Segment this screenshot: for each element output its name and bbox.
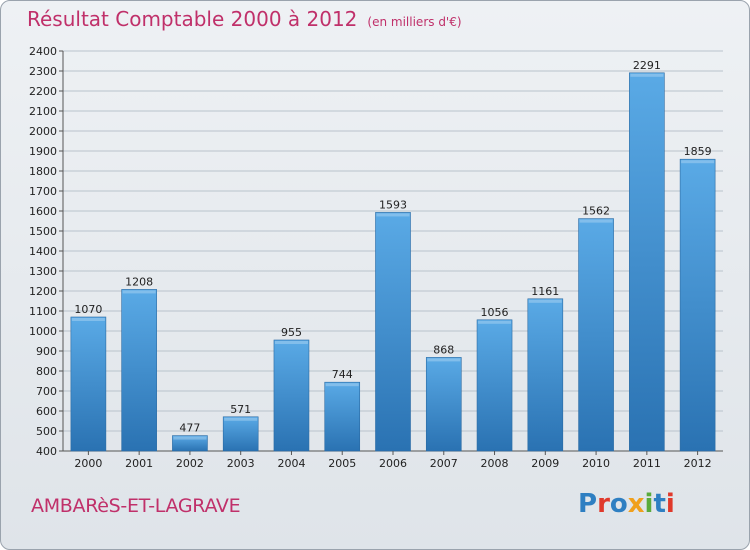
bar-2001 bbox=[121, 289, 157, 452]
x-tick-label-2007: 2007 bbox=[430, 457, 458, 470]
bar-highlight bbox=[478, 320, 512, 324]
x-tick-label-2012: 2012 bbox=[684, 457, 712, 470]
data-label-2000: 1070 bbox=[74, 303, 102, 316]
data-label-2004: 955 bbox=[281, 326, 302, 339]
y-tick-label: 2000 bbox=[29, 125, 57, 138]
bar-2005 bbox=[324, 381, 361, 452]
bar-highlight bbox=[376, 213, 410, 217]
data-label-2012: 1859 bbox=[684, 145, 712, 158]
bar-2003 bbox=[222, 416, 259, 452]
data-label-2006: 1593 bbox=[379, 198, 407, 211]
data-label-2011: 2291 bbox=[633, 59, 661, 72]
x-tick-label-2006: 2006 bbox=[379, 457, 407, 470]
bar-2004 bbox=[273, 339, 310, 452]
bar-highlight bbox=[224, 417, 258, 421]
y-tick-label: 700 bbox=[36, 385, 57, 398]
y-tick-label: 1800 bbox=[29, 165, 57, 178]
y-tick-label: 2200 bbox=[29, 85, 57, 98]
bar-2012 bbox=[679, 158, 716, 452]
x-tick-label-2009: 2009 bbox=[531, 457, 559, 470]
bar-2000 bbox=[70, 316, 107, 452]
y-tick-label: 400 bbox=[36, 445, 57, 458]
data-label-2003: 571 bbox=[230, 403, 251, 416]
data-label-2010: 1562 bbox=[582, 205, 610, 218]
bar-highlight bbox=[427, 358, 461, 362]
data-label-2005: 744 bbox=[332, 368, 353, 381]
y-tick-label: 1000 bbox=[29, 325, 57, 338]
x-tick-label-2005: 2005 bbox=[328, 457, 356, 470]
logo-letter: x bbox=[627, 489, 645, 519]
logo-letter: r bbox=[597, 489, 610, 519]
chart-unit: (en milliers d'€) bbox=[367, 15, 462, 29]
y-tick-label: 2100 bbox=[29, 105, 57, 118]
y-tick-label: 1700 bbox=[29, 185, 57, 198]
logo-letter: i bbox=[665, 489, 675, 519]
bar-2011 bbox=[629, 72, 665, 452]
y-tick-label: 800 bbox=[36, 365, 57, 378]
y-tick-label: 600 bbox=[36, 405, 57, 418]
x-tick-label-2002: 2002 bbox=[176, 457, 204, 470]
bar-2009 bbox=[527, 298, 564, 452]
x-tick-label-2004: 2004 bbox=[277, 457, 305, 470]
commune-name: AMBARèS-ET-LAGRAVE bbox=[31, 495, 241, 517]
chart-title-text: Résultat Comptable 2000 à 2012 bbox=[27, 7, 358, 31]
bar-highlight bbox=[325, 383, 359, 387]
x-tick-label-2011: 2011 bbox=[633, 457, 661, 470]
bar-highlight bbox=[579, 219, 613, 223]
bar-2008 bbox=[476, 319, 513, 452]
data-label-2008: 1056 bbox=[481, 306, 509, 319]
y-tick-label: 900 bbox=[36, 345, 57, 358]
y-tick-label: 1600 bbox=[29, 205, 57, 218]
bar-2007 bbox=[425, 357, 462, 452]
data-label-2002: 477 bbox=[179, 422, 200, 435]
logo-letter: i bbox=[644, 489, 654, 519]
bar-2010 bbox=[578, 218, 614, 452]
bar-highlight bbox=[528, 299, 562, 303]
bar-highlight bbox=[274, 341, 308, 344]
logo-letter: t bbox=[653, 489, 666, 519]
y-tick-label: 1200 bbox=[29, 285, 57, 298]
bar-highlight bbox=[71, 318, 105, 321]
bar-highlight bbox=[681, 160, 715, 164]
x-tick-label-2008: 2008 bbox=[481, 457, 509, 470]
y-tick-label: 1400 bbox=[29, 245, 57, 258]
x-tick-label-2003: 2003 bbox=[227, 457, 255, 470]
data-label-2001: 1208 bbox=[125, 275, 153, 288]
bar-highlight bbox=[122, 290, 156, 294]
x-tick-label-2001: 2001 bbox=[125, 457, 153, 470]
logo-letter: o bbox=[609, 489, 628, 519]
y-tick-label: 1100 bbox=[29, 305, 57, 318]
x-tick-label-2000: 2000 bbox=[74, 457, 102, 470]
x-tick-label-2010: 2010 bbox=[582, 457, 610, 470]
y-tick-label: 1300 bbox=[29, 265, 57, 278]
y-tick-label: 1500 bbox=[29, 225, 57, 238]
y-tick-label: 1900 bbox=[29, 145, 57, 158]
bar-highlight bbox=[173, 436, 207, 440]
y-tick-label: 2400 bbox=[29, 45, 57, 58]
logo-letter: P bbox=[578, 489, 598, 519]
bar-2006 bbox=[375, 212, 411, 452]
data-label-2007: 868 bbox=[433, 343, 454, 356]
chart-title: Résultat Comptable 2000 à 2012 (en millie… bbox=[27, 7, 462, 31]
data-label-2009: 1161 bbox=[531, 285, 559, 298]
bar-highlight bbox=[630, 73, 664, 77]
y-tick-label: 2300 bbox=[29, 65, 57, 78]
proxiti-logo: Proxiti bbox=[578, 489, 675, 519]
y-tick-label: 500 bbox=[36, 425, 57, 438]
